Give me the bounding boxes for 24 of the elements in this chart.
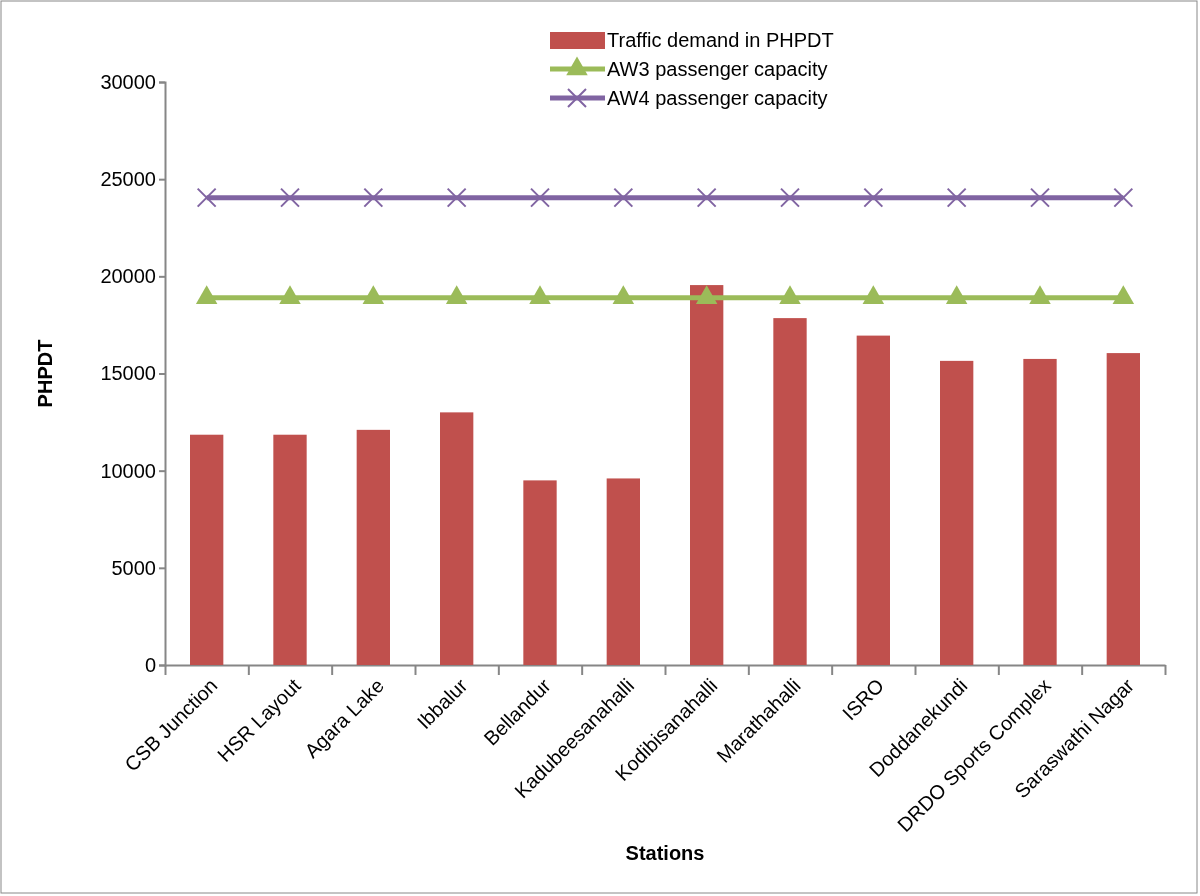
bar [856,335,890,665]
y-axis-title: PHPDT [34,339,56,408]
bar [356,429,390,665]
bar [606,478,640,665]
y-tick-label: 0 [144,653,156,676]
bar [773,318,807,665]
bar [1106,353,1140,665]
bar [190,434,224,665]
legend-label: Traffic demand in PHPDT [607,29,834,51]
y-tick-label: 15000 [100,362,156,385]
y-tick-label: 25000 [100,168,156,191]
legend-label: AW4 passenger capacity [607,87,828,109]
y-tick-label: 20000 [100,265,156,288]
bar [690,285,724,665]
bar [940,360,974,665]
bar [440,412,474,665]
legend-label: AW3 passenger capacity [607,58,828,80]
bar [273,434,307,665]
bar [1023,358,1057,665]
y-tick-label: 5000 [111,556,156,579]
y-tick-label: 30000 [100,70,156,93]
y-tick-label: 10000 [100,459,156,482]
bar [523,480,557,665]
x-axis-title: Stations [625,842,705,864]
